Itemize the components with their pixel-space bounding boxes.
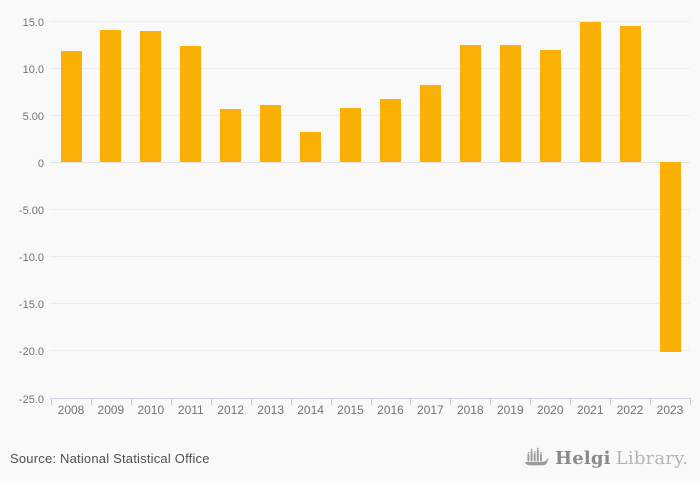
bar-2014[interactable] <box>300 131 322 162</box>
bar-2008[interactable] <box>60 50 82 162</box>
x-axis-tick <box>330 397 332 405</box>
chart-footer: Source: National Statistical Office <box>0 433 700 483</box>
gridline-y--20 <box>50 350 690 352</box>
x-axis-tick <box>690 397 691 405</box>
helgi-ship-icon <box>524 447 550 469</box>
bar-2018[interactable] <box>459 45 481 162</box>
x-axis-label-2017: 2017 <box>417 403 444 417</box>
x-axis-label-2019: 2019 <box>496 403 524 417</box>
x-axis-label-2009: 2009 <box>97 403 125 417</box>
x-axis-tick <box>51 397 52 405</box>
gridline-y-5 <box>50 114 690 116</box>
x-axis-line <box>50 397 690 399</box>
bar-2022[interactable] <box>619 26 641 162</box>
bar-2013[interactable] <box>260 105 282 162</box>
x-axis-label-2021: 2021 <box>576 403 604 417</box>
x-axis-label-2020: 2020 <box>536 403 564 417</box>
x-axis-tick <box>90 397 92 405</box>
gridline-y--5 <box>50 209 690 210</box>
bar-2021[interactable] <box>579 22 601 162</box>
helgi-library-logo[interactable]: Helgi Library. <box>524 447 688 469</box>
bar-2020[interactable] <box>539 49 561 162</box>
bar-2011[interactable] <box>180 45 202 162</box>
y-axis-label-10: 10.0 <box>22 63 44 76</box>
x-axis-label-2023: 2023 <box>656 403 684 417</box>
y-axis-label--20: -20.0 <box>18 346 44 359</box>
x-axis-tick <box>570 397 572 405</box>
source-caption: Source: National Statistical Office <box>10 450 210 466</box>
x-axis-tick <box>130 397 132 405</box>
x-axis-tick <box>650 397 652 405</box>
y-axis-label-5: 5.00 <box>22 110 44 123</box>
x-axis-tick <box>170 397 172 405</box>
y-axis-label--25: -25.0 <box>18 393 44 406</box>
gridline-y-15 <box>50 20 690 22</box>
x-axis-tick <box>410 397 412 405</box>
x-axis-label-2012: 2012 <box>217 403 245 417</box>
logo-text-helgi: Helgi <box>554 447 611 469</box>
bar-2016[interactable] <box>380 98 401 162</box>
y-axis-label-15: 15.0 <box>22 16 44 29</box>
x-axis-tick <box>530 397 532 405</box>
bar-2019[interactable] <box>499 45 521 162</box>
y-axis-label--5: -5.00 <box>18 205 44 217</box>
x-axis-label-2022: 2022 <box>616 403 644 417</box>
x-axis-label-2014: 2014 <box>297 403 324 417</box>
x-axis-tick <box>450 397 452 405</box>
x-axis-label-2011: 2011 <box>177 403 204 417</box>
x-axis-tick <box>210 397 212 405</box>
y-axis-label--10: -10.0 <box>18 252 44 265</box>
bar-2009[interactable] <box>100 29 122 162</box>
x-axis-tick <box>610 397 612 405</box>
x-axis-tick <box>370 397 372 405</box>
x-axis-label-2010: 2010 <box>137 403 165 417</box>
x-axis-tick <box>490 397 492 405</box>
bar-2017[interactable] <box>419 84 441 162</box>
x-axis-label-2015: 2015 <box>337 403 364 417</box>
y-axis-label--15: -15.0 <box>18 299 44 312</box>
gridline-y-10 <box>50 67 690 69</box>
y-axis-label-0: 0 <box>37 157 44 170</box>
x-axis-label-2018: 2018 <box>456 403 484 417</box>
gridline-y--15 <box>50 303 690 305</box>
bar-2015[interactable] <box>340 108 361 162</box>
bar-2012[interactable] <box>220 109 242 162</box>
bar-2010[interactable] <box>140 30 162 162</box>
x-axis-tick <box>250 397 252 405</box>
x-axis-label-2016: 2016 <box>377 403 404 417</box>
logo-text-library: Library. <box>615 447 688 469</box>
x-axis-tick <box>290 397 292 405</box>
gridline-y--10 <box>50 256 690 258</box>
bar-2023[interactable] <box>659 161 681 353</box>
x-axis-label-2013: 2013 <box>257 403 285 417</box>
gridline-y-0 <box>50 161 690 163</box>
x-axis-label-2008: 2008 <box>57 403 85 417</box>
